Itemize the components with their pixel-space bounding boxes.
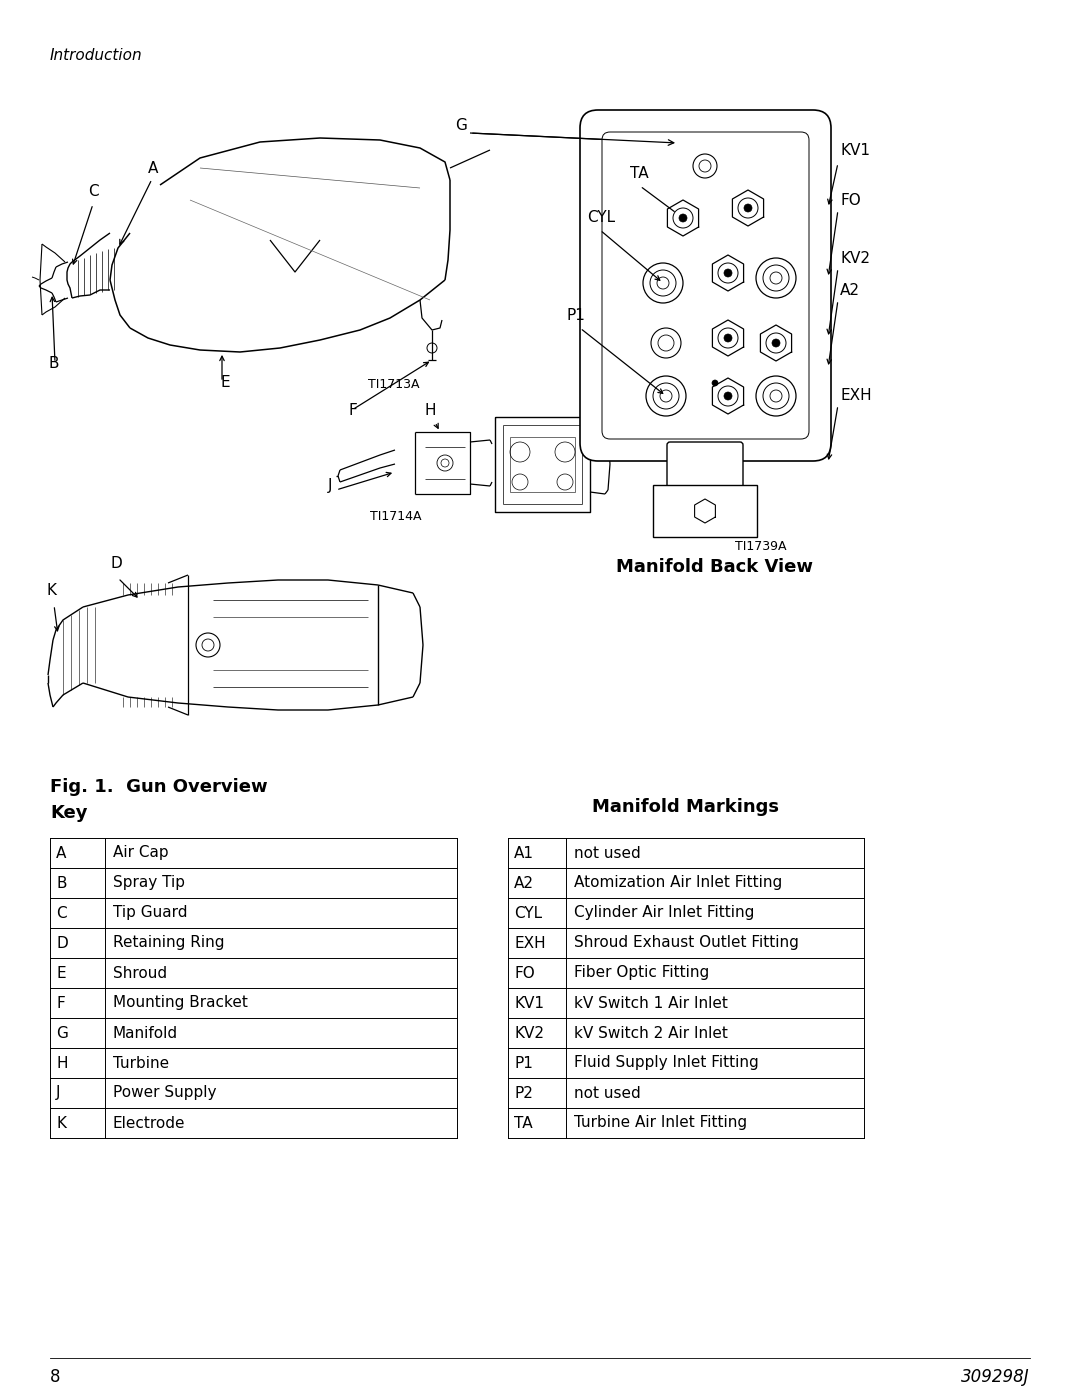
Circle shape xyxy=(718,263,738,284)
Text: P1: P1 xyxy=(514,1056,532,1070)
Text: A2: A2 xyxy=(840,284,860,298)
Text: KV2: KV2 xyxy=(514,1025,544,1041)
Text: TA: TA xyxy=(630,166,649,182)
Text: Introduction: Introduction xyxy=(50,47,143,63)
Circle shape xyxy=(718,386,738,407)
Text: Shroud: Shroud xyxy=(113,965,167,981)
Text: Atomization Air Inlet Fitting: Atomization Air Inlet Fitting xyxy=(573,876,782,890)
Text: G: G xyxy=(56,1025,68,1041)
Text: P1: P1 xyxy=(567,307,585,323)
Text: Turbine: Turbine xyxy=(113,1056,170,1070)
Circle shape xyxy=(766,332,786,353)
Text: K: K xyxy=(46,583,56,598)
Text: Cylinder Air Inlet Fitting: Cylinder Air Inlet Fitting xyxy=(573,905,754,921)
Text: Manifold Back View: Manifold Back View xyxy=(617,557,813,576)
Text: not used: not used xyxy=(573,845,640,861)
Text: Fig. 1.  Gun Overview: Fig. 1. Gun Overview xyxy=(50,778,268,796)
Text: J: J xyxy=(56,1085,60,1101)
FancyBboxPatch shape xyxy=(667,441,743,488)
Text: KV1: KV1 xyxy=(514,996,544,1010)
Circle shape xyxy=(718,328,738,348)
Circle shape xyxy=(724,334,732,342)
Text: EXH: EXH xyxy=(514,936,545,950)
Text: F: F xyxy=(348,402,356,418)
Text: Fluid Supply Inlet Fitting: Fluid Supply Inlet Fitting xyxy=(573,1056,759,1070)
Text: Power Supply: Power Supply xyxy=(113,1085,216,1101)
Text: FO: FO xyxy=(514,965,535,981)
Circle shape xyxy=(724,393,732,400)
Text: Manifold: Manifold xyxy=(113,1025,178,1041)
Circle shape xyxy=(744,204,752,212)
Text: FO: FO xyxy=(840,193,861,208)
Text: kV Switch 1 Air Inlet: kV Switch 1 Air Inlet xyxy=(573,996,728,1010)
Text: C: C xyxy=(56,905,67,921)
Text: EXH: EXH xyxy=(840,388,872,402)
Text: A: A xyxy=(56,845,66,861)
Text: P2: P2 xyxy=(514,1085,532,1101)
Text: J: J xyxy=(328,478,333,493)
Text: 309298J: 309298J xyxy=(961,1368,1030,1386)
Text: G: G xyxy=(455,117,467,133)
Text: not used: not used xyxy=(573,1085,640,1101)
Text: Manifold Markings: Manifold Markings xyxy=(593,798,780,816)
Text: D: D xyxy=(110,556,122,571)
Text: Electrode: Electrode xyxy=(113,1115,186,1130)
Text: B: B xyxy=(56,876,67,890)
Text: KV1: KV1 xyxy=(840,142,870,158)
FancyBboxPatch shape xyxy=(653,485,757,536)
Text: K: K xyxy=(56,1115,66,1130)
Text: H: H xyxy=(426,402,436,418)
FancyBboxPatch shape xyxy=(602,131,809,439)
Circle shape xyxy=(772,339,780,346)
Text: TI1714A: TI1714A xyxy=(370,510,421,522)
Text: CYL: CYL xyxy=(588,210,616,225)
Text: D: D xyxy=(56,936,68,950)
Text: Mounting Bracket: Mounting Bracket xyxy=(113,996,248,1010)
Text: A1: A1 xyxy=(514,845,534,861)
Text: Air Cap: Air Cap xyxy=(113,845,168,861)
Text: Shroud Exhaust Outlet Fitting: Shroud Exhaust Outlet Fitting xyxy=(573,936,799,950)
Circle shape xyxy=(724,270,732,277)
Text: E: E xyxy=(220,374,230,390)
Text: KV2: KV2 xyxy=(840,251,870,265)
Text: Spray Tip: Spray Tip xyxy=(113,876,185,890)
Circle shape xyxy=(679,214,687,222)
Text: E: E xyxy=(56,965,66,981)
Text: C: C xyxy=(87,184,98,198)
Text: Key: Key xyxy=(50,805,87,821)
Circle shape xyxy=(738,198,758,218)
Text: kV Switch 2 Air Inlet: kV Switch 2 Air Inlet xyxy=(573,1025,728,1041)
FancyBboxPatch shape xyxy=(580,110,831,461)
Text: B: B xyxy=(48,356,58,372)
Text: TI1713A: TI1713A xyxy=(368,379,419,391)
Text: CYL: CYL xyxy=(514,905,542,921)
Circle shape xyxy=(712,380,718,386)
Text: A: A xyxy=(148,161,159,176)
Text: 8: 8 xyxy=(50,1368,60,1386)
Text: H: H xyxy=(56,1056,67,1070)
Text: TA: TA xyxy=(514,1115,532,1130)
Text: A2: A2 xyxy=(514,876,534,890)
Text: Retaining Ring: Retaining Ring xyxy=(113,936,225,950)
Text: TI1739A: TI1739A xyxy=(735,541,786,553)
Text: Turbine Air Inlet Fitting: Turbine Air Inlet Fitting xyxy=(573,1115,747,1130)
Text: F: F xyxy=(56,996,65,1010)
Text: Tip Guard: Tip Guard xyxy=(113,905,188,921)
Circle shape xyxy=(673,208,693,228)
Text: Fiber Optic Fitting: Fiber Optic Fitting xyxy=(573,965,710,981)
